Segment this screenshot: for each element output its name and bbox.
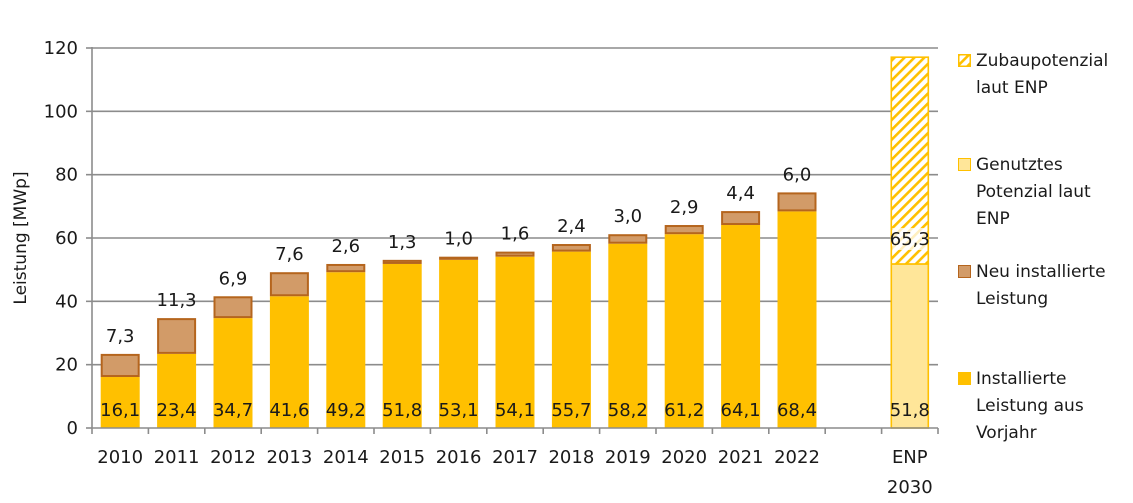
x-tick-label: ENP [892,447,928,468]
bar-base [608,243,648,428]
data-label-base: 64,1 [721,400,761,421]
bar-new [608,234,648,244]
legend-label: Zubaupotenzial laut ENP [976,51,1109,98]
legend-item-zubaupotenzial: Zubaupotenzial laut ENP [958,48,1133,102]
base-swatch-icon [958,372,971,385]
data-label-new: 4,4 [726,183,755,204]
bar-base [439,259,479,428]
bar-genutzt [890,263,930,429]
bar-new [664,225,704,235]
data-label-base: 53,1 [439,400,479,421]
y-tick-label: 0 [67,418,78,439]
data-label-genutzt: 51,8 [890,400,930,421]
bar-new [495,251,535,257]
bar-new [721,211,761,226]
data-label-new: 7,3 [106,326,135,347]
x-tick-label: 2014 [323,447,369,468]
data-label-new: 2,9 [670,197,699,218]
y-tick-label: 100 [44,101,78,122]
data-label-base: 61,2 [664,400,704,421]
bar-base [213,318,253,428]
hatch-swatch-icon [958,54,971,67]
data-label-base: 23,4 [157,400,197,421]
light-swatch-icon [958,158,971,171]
y-tick-label: 20 [55,355,78,376]
x-tick-label: 2019 [605,447,651,468]
legend-item-genutztes-potenzial: Genutztes Potenzial laut ENP [958,152,1133,233]
data-label-base: 51,8 [382,400,422,421]
x-tick-label: 2011 [154,447,200,468]
bar-base [777,211,817,428]
bar-new [439,256,479,260]
legend-item-installierte-vorjahr: Installierte Leistung aus Vorjahr [958,366,1133,447]
legend-label: Installierte Leistung aus Vorjahr [976,369,1084,443]
x-tick-label: 2010 [97,447,143,468]
legend-label: Neu installierte Leistung [976,262,1106,309]
data-label-base: 55,7 [551,400,591,421]
data-label-base: 34,7 [213,400,253,421]
bar-base [269,296,309,428]
chart: 0 20 40 60 80 100 120 2010 2011 2012 2013 2014 2015 2… [11,38,939,498]
labels: 16,1 7,3 23,4 11,3 34,7 6,9 41,6 7,6 49,2 2,6 51,8… [100,164,930,421]
data-label-new: 2,4 [557,216,586,237]
x-tick-label: 2022 [774,447,820,468]
x-tick-label: 2030 [887,477,933,498]
bar-base [721,225,761,428]
data-label-base: 16,1 [100,400,140,421]
legend-label: Genutztes Potenzial laut ENP [976,155,1091,229]
bar-new [213,296,253,319]
bar-base [326,272,366,428]
y-tick-label: 40 [55,291,78,312]
bar-base [551,251,591,428]
bar-new [551,244,591,252]
bar-new [100,353,140,378]
data-label-new: 1,3 [388,232,417,253]
bars [100,56,930,429]
legend-item-neu-installierte: Neu installierte Leistung [958,259,1133,313]
bar-new [777,192,817,212]
axes: 0 20 40 60 80 100 120 2010 2011 2012 2013 2014 2015 2… [44,38,939,498]
bar-new [269,272,309,297]
bar-new [382,259,422,264]
bar-new [157,318,197,354]
x-tick-label: 2012 [210,447,256,468]
bar-new [326,263,366,273]
data-label-new: 7,6 [275,244,304,265]
data-label-new: 1,6 [501,224,530,245]
x-tick-label: 2021 [718,447,764,468]
data-label-new: 1,0 [444,229,473,250]
data-label-new: 6,0 [783,164,812,185]
x-tick-label: 2015 [379,447,425,468]
y-axis-label: Leistung [MWp] [11,171,31,304]
y-tick-label: 80 [55,165,78,186]
data-label-new: 6,9 [219,268,248,289]
data-label-new: 11,3 [157,290,197,311]
bar-base [157,353,197,428]
y-tick-label: 60 [55,228,78,249]
y-tick-label: 120 [44,38,78,59]
data-label-base: 41,6 [269,400,309,421]
label-backdrop [892,228,928,250]
data-label-base: 54,1 [495,400,535,421]
data-label-new: 2,6 [331,236,360,257]
x-tick-label: 2016 [436,447,482,468]
bar-base [495,256,535,428]
new-swatch-icon [958,265,971,278]
data-label-base: 49,2 [326,400,366,421]
x-tick-label: 2013 [266,447,312,468]
x-tick-label: 2018 [548,447,594,468]
x-tick-label: 2017 [492,447,538,468]
bar-base [382,263,422,428]
bar-base [664,234,704,428]
data-label-new: 3,0 [613,206,642,227]
bar-base [100,377,140,428]
data-label-base: 68,4 [777,400,817,421]
data-label-base: 58,2 [608,400,648,421]
x-tick-label: 2020 [661,447,707,468]
data-label-zubau: 65,3 [890,229,930,250]
